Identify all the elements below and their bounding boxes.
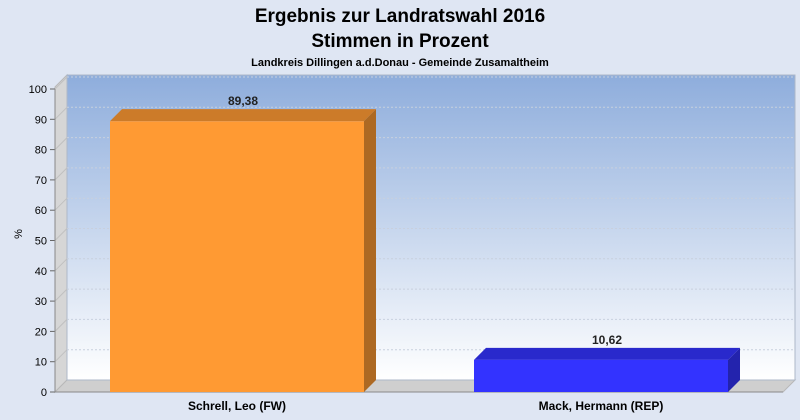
y-tick-label: 90 [35, 114, 47, 126]
chart-caption: Landkreis Dillingen a.d.Donau - Gemeinde… [251, 57, 549, 69]
gridline-wall [54, 137, 68, 150]
y-tick-label: 10 [35, 357, 47, 369]
gridline-wall [54, 167, 68, 181]
gridline-wall [54, 319, 68, 332]
left-wall [54, 73, 68, 394]
bar-top [474, 347, 740, 360]
gridline-wall [54, 197, 68, 211]
y-tick-label: 30 [35, 296, 47, 308]
gridline-wall [54, 76, 68, 90]
gridline-wall [54, 349, 68, 363]
bars: 89,38 10,62 [110, 94, 740, 393]
bar [110, 121, 364, 393]
y-tick-label: 40 [35, 266, 47, 278]
gridline-wall [54, 228, 68, 241]
gridline-wall [54, 288, 68, 302]
bar-value-label: 10,62 [592, 333, 622, 347]
y-tick-label: 60 [35, 205, 47, 217]
x-category-label: Mack, Hermann (REP) [539, 399, 664, 413]
gridline-wall [54, 258, 68, 272]
chart-subtitle: Stimmen in Prozent [311, 31, 489, 52]
x-category-label: Schrell, Leo (FW) [188, 399, 286, 413]
gridline-wall [54, 106, 68, 120]
bar-value-label: 89,38 [228, 94, 258, 108]
bar-top [110, 109, 376, 122]
category-labels: Schrell, Leo (FW) Mack, Hermann (REP) [188, 399, 663, 413]
y-tick-label: 20 [35, 326, 47, 338]
y-tick-label: 70 [35, 175, 47, 187]
y-tick-label: 100 [29, 84, 47, 96]
y-tick-label: 0 [41, 387, 47, 399]
y-tick-label: 80 [35, 145, 47, 157]
bar-side [728, 347, 740, 392]
y-axis: 0 10 20 30 40 50 60 70 80 90 100 [29, 84, 56, 399]
bar [474, 359, 728, 392]
bar-side [364, 109, 376, 393]
y-axis-label: % [13, 229, 25, 239]
chart-title: Ergebnis zur Landratswahl 2016 [255, 6, 545, 27]
y-tick-label: 50 [35, 236, 47, 248]
